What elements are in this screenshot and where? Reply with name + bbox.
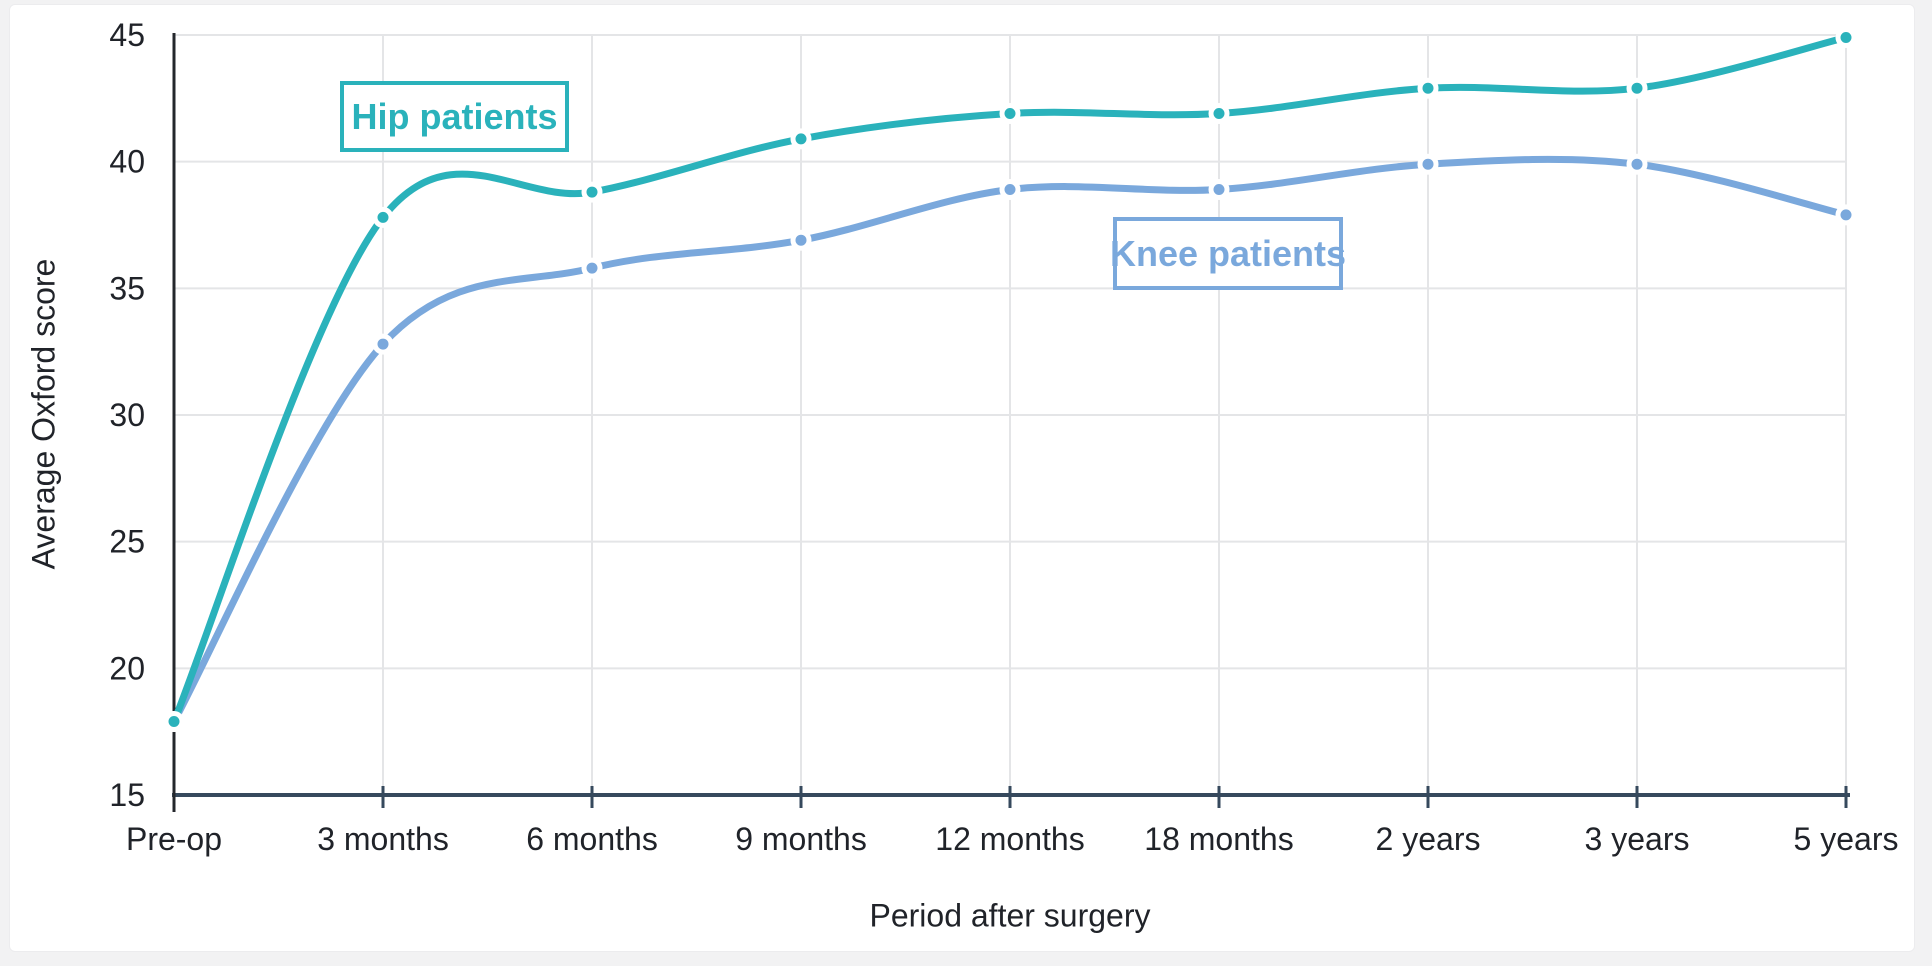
x-tick-label: 9 months: [735, 821, 867, 857]
axes: [172, 33, 1850, 812]
hip-data-point: [581, 181, 603, 203]
y-tick-label: 40: [109, 144, 145, 180]
knee-data-point: [1417, 153, 1439, 175]
knee-series-label-box: Knee patients: [1109, 217, 1347, 290]
knee-data-point: [999, 179, 1021, 201]
hip-series-label-box: Hip patients: [340, 81, 569, 152]
x-tick-label: 12 months: [935, 821, 1084, 857]
hip-data-point: [1417, 77, 1439, 99]
tick-labels: 15 20 25 30 35 40 45 Pre-op 3 months 6 months 9 mo…: [109, 17, 1898, 857]
x-tick-label: 3 years: [1585, 821, 1690, 857]
y-tick-label: 45: [109, 17, 145, 53]
y-tick-label: 25: [109, 524, 145, 560]
gridlines: [174, 34, 1847, 795]
knee-data-point: [581, 257, 603, 279]
x-tick-label: 3 months: [317, 821, 449, 857]
y-tick-label: 30: [109, 397, 145, 433]
x-tick-label: 18 months: [1144, 821, 1293, 857]
x-tick-label: Pre-op: [126, 821, 222, 857]
hip-data-point: [1835, 27, 1857, 49]
x-tick-label: 2 years: [1376, 821, 1481, 857]
hip-series-label: Hip patients: [351, 95, 558, 137]
hip-series: [163, 27, 1857, 733]
hip-data-point: [163, 711, 185, 733]
knee-data-point: [1835, 204, 1857, 226]
knee-data-point: [790, 229, 812, 251]
y-tick-label: 35: [109, 270, 145, 306]
hip-data-point: [1626, 77, 1648, 99]
y-tick-label: 15: [109, 777, 145, 813]
knee-series-label: Knee patients: [1109, 232, 1347, 274]
knee-series: [163, 153, 1857, 733]
hip-data-point: [372, 206, 394, 228]
y-tick-label: 20: [109, 650, 145, 686]
y-axis-title: Average Oxford score: [25, 258, 62, 570]
hip-data-point: [999, 103, 1021, 125]
knee-data-point: [372, 333, 394, 355]
hip-data-point: [1208, 103, 1230, 125]
knee-data-point: [1208, 179, 1230, 201]
hip-data-point: [790, 128, 812, 150]
knee-data-point: [1626, 153, 1648, 175]
x-tick-label: 6 months: [526, 821, 658, 857]
x-axis-title: Period after surgery: [869, 897, 1151, 934]
x-tick-label: 5 years: [1794, 821, 1899, 857]
